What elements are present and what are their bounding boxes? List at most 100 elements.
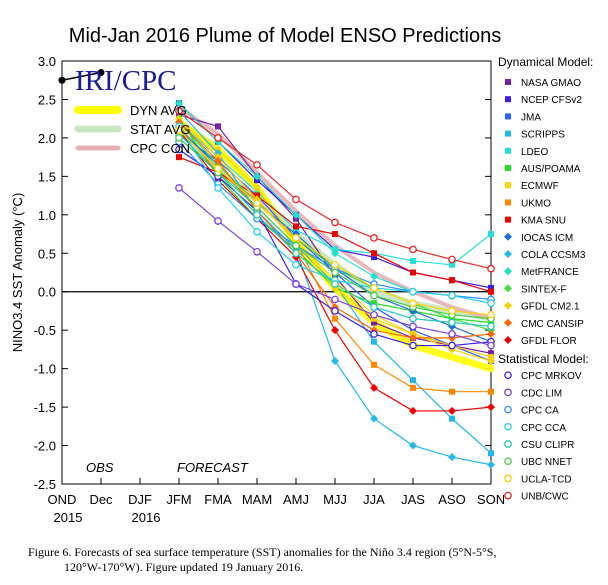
legend-header-statistical: Statistical Model: [498,352,589,366]
y-tick-label: -1.5 [34,400,56,415]
caption-line-2: 120°W-170°W). Figure updated 19 January … [64,560,304,574]
point-ldeo [254,188,260,195]
point-metfrance [292,210,300,219]
x-tick-label-aso: ASO [438,492,465,507]
point-cpc-cca [292,260,300,269]
legend-marker-gfdl-flor [504,336,512,344]
observed-point [58,76,66,84]
point-kma-snu [488,288,494,295]
point-unb-cwc [409,245,417,254]
legend-label-gfdl-cm2-1: GFDL CM2.1 [521,302,580,313]
point-cpc-mrkov [370,330,378,338]
point-gfdl-flor [331,326,339,335]
legend-marker-csu-clipr [504,440,512,448]
enso-plume-chart: Mid-Jan 2016 Plume of Model ENSO Predict… [10,25,593,525]
point-unb-cwc [214,134,222,142]
point-kma-snu [332,231,338,238]
point-nasa-gmao [371,319,377,326]
x-tick-label-jfm: JFM [166,492,191,507]
x-year-label: 2015 [54,510,83,525]
legend-marker-scripps [505,130,511,137]
legend-marker-ukmo [505,199,511,206]
point-unb-cwc [292,195,300,204]
x-tick-label-mjj: MJJ [323,492,347,507]
observed-point [97,69,105,77]
point-unb-cwc [331,218,339,227]
point-cpc-mrkov [448,341,456,350]
point-ucla-tcd [448,307,456,315]
legend-marker-ldeo [505,147,511,154]
obs-label: OBS [86,460,114,475]
forecast-label: FORECAST [177,460,249,475]
legend-marker-nasa-gmao [505,79,511,85]
y-tick-label: 1.5 [38,169,56,184]
point-kma-snu [410,269,416,276]
point-cdc-lim [253,247,261,256]
x-year-label: 2016 [132,510,161,525]
point-csu-clipr [487,322,495,331]
point-unb-cwc [175,107,183,115]
legend-marker-cmc-cansip [504,318,512,327]
caption-line-1: Figure 6. Forecasts of sea surface tempe… [28,545,497,559]
point-csu-clipr [253,210,261,219]
point-ukmo [449,388,455,395]
point-ecmwf [254,184,260,191]
plot-frame [61,60,492,485]
x-tick-label-ond: OND [48,492,77,507]
legend-label-ucla-tcd: UCLA-TCD [521,474,572,485]
point-nasa-gmao [215,123,221,130]
point-ncep-cfsv2 [488,284,494,291]
point-csu-clipr [292,249,300,258]
point-cdc-lim [292,280,300,288]
x-tick-label-son: SON [477,492,505,507]
point-ubc-nnet [331,268,339,277]
brand-logo: IRI/CPC [75,65,177,97]
point-scripps [410,377,416,384]
y-tick-label: -0.5 [34,323,56,338]
point-cpc-cca [448,291,456,300]
x-tick-label-amj: AMJ [283,492,309,507]
legend-marker-unb-cwc [504,491,512,500]
point-cpc-mrkov [175,145,183,154]
legend-label-cpc-cca: CPC CCA [521,423,566,434]
x-tick-label-djf: DJF [128,492,152,507]
legend-marker-cdc-lim [504,388,512,397]
y-tick-label: -2.0 [34,439,56,454]
point-metfrance [175,99,183,108]
point-cdc-lim [370,310,378,319]
legend-marker-ubc-nnet [504,457,512,466]
legend-marker-ucla-tcd [504,474,512,483]
legend-marker-cpc-cca [504,422,512,431]
point-ubc-nnet [370,291,378,300]
point-ucla-tcd [409,299,417,308]
legend-label-metfrance: MetFRANCE [521,267,579,278]
point-ldeo [410,257,416,264]
point-ukmo [332,315,338,322]
point-nasa-gmao [488,350,494,357]
point-gfdl-flor [409,406,417,415]
legend-label-cpc-mrkov: CPC MRKOV [521,371,582,382]
point-cdc-lim [448,330,456,338]
point-ncep-cfsv2 [371,254,377,261]
point-scripps [488,450,494,457]
point-cpc-cca [253,227,261,236]
point-cpc-mrkov [331,307,339,315]
point-cola-ccsm3 [331,356,339,365]
point-ucla-tcd [331,260,339,269]
legend-label-aus-poama: AUS/POAMA [521,164,581,175]
y-tick-label: 0.5 [38,246,56,261]
point-metfrance [331,249,339,258]
point-unb-cwc [253,160,261,169]
point-cdc-lim [409,322,417,331]
point-gfdl-flor [448,406,456,415]
legend-marker-cpc-ca [504,405,512,414]
legend-label-csu-clipr: CSU CLIPR [521,440,574,451]
legend-label-cdc-lim: CDC LIM [521,388,562,399]
legend-header-dynamical: Dynamical Model: [498,55,593,69]
avg-legend-label-cpc-con: CPC CON [130,141,190,156]
point-cpc-cca [487,299,495,308]
legend-label-unb-cwc: UNB/CWC [521,492,569,503]
point-cpc-cca [409,287,417,296]
legend-marker-ecmwf [505,182,511,189]
point-cola-ccsm3 [448,453,456,462]
